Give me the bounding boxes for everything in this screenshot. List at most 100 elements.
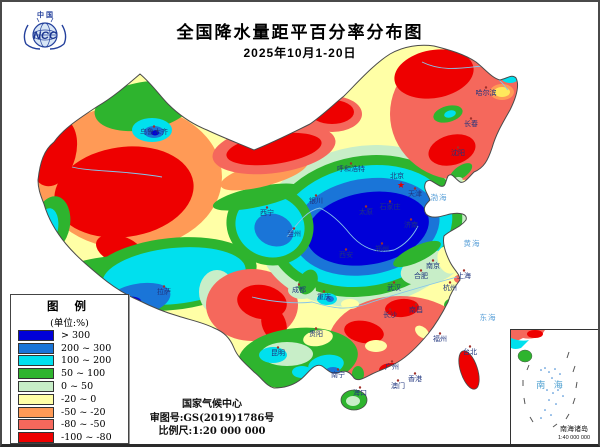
city-label: 拉萨 — [157, 287, 171, 296]
city-marker — [456, 146, 460, 149]
city-marker — [392, 281, 396, 284]
taiwan-island — [458, 350, 480, 390]
city-label: 贵阳 — [309, 329, 323, 338]
inset-sea-label: 南 海 — [536, 379, 566, 390]
city-marker — [322, 290, 326, 293]
credits-agency: 国家气候中心 — [182, 399, 242, 410]
city-label: 香港 — [408, 374, 422, 383]
city-label: 福州 — [433, 334, 447, 343]
city-label: 郑州 — [375, 245, 389, 253]
legend-swatch — [18, 393, 54, 405]
legend-label: -80 ~ -50 — [61, 419, 106, 431]
legend-row: 0 ~ 50 — [11, 380, 128, 393]
city-marker — [431, 259, 435, 262]
city-marker — [396, 379, 400, 382]
logo-wreath-left — [23, 24, 41, 50]
sea-label: 渤海 — [431, 192, 448, 202]
city-label: 长春 — [464, 119, 478, 128]
city-marker — [336, 368, 340, 371]
city-label: 西宁 — [260, 208, 274, 217]
legend-label: -50 ~ -20 — [61, 406, 106, 418]
city-label: 南宁 — [331, 370, 345, 379]
logo-country-label: 中 国 — [37, 10, 53, 19]
ncc-logo: 中 国 NCC — [23, 10, 67, 50]
page-title: 全国降水量距平百分率分布图 — [176, 23, 424, 42]
sea-label: 黄海 — [464, 238, 481, 248]
capital-label: 北京 — [390, 171, 404, 180]
legend-label: 50 ~ 100 — [61, 368, 106, 380]
legend-swatch — [18, 432, 54, 444]
capital-star-icon: ★ — [397, 180, 405, 190]
city-marker — [364, 205, 368, 208]
city-label: 哈尔滨 — [476, 88, 497, 97]
credits-scale: 比例尺:1:20 000 000 — [158, 426, 266, 437]
legend-label: 100 ~ 200 — [61, 355, 112, 367]
city-label: 石家庄 — [380, 202, 401, 211]
city-label: 广州 — [385, 362, 399, 371]
city-marker — [292, 227, 296, 230]
inset-dash-line — [522, 351, 578, 428]
city-marker — [265, 206, 269, 209]
legend-swatch — [18, 342, 54, 354]
city-marker — [388, 200, 392, 203]
city-label: 杭州 — [443, 283, 457, 292]
city-marker — [448, 281, 452, 284]
city-label: 西安 — [339, 250, 353, 259]
legend-swatch — [18, 381, 54, 393]
legend-unit: (单位:%) — [50, 318, 89, 329]
city-marker — [344, 248, 348, 251]
city-marker — [413, 372, 417, 375]
city-label: 南京 — [426, 261, 440, 270]
inset-islands-dots — [540, 367, 564, 419]
legend-swatch — [18, 406, 54, 418]
city-marker — [276, 346, 280, 349]
inset-scale-label: 1:40 000 000 — [558, 435, 590, 441]
region-tibet — [87, 237, 298, 342]
city-marker — [462, 269, 466, 272]
city-marker — [414, 303, 418, 306]
city-marker — [469, 117, 473, 120]
city-label: 成都 — [292, 285, 306, 294]
legend-row: > 300 — [11, 329, 128, 342]
city-label: 银川 — [309, 196, 323, 205]
city-marker — [162, 285, 166, 288]
city-marker — [390, 360, 394, 363]
hainan-island — [340, 389, 368, 411]
city-label: 上海 — [457, 271, 471, 280]
legend-title: 图 例 — [46, 299, 92, 313]
city-label: 太原 — [359, 207, 373, 216]
legend-row: 100 ~ 200 — [11, 355, 128, 368]
city-marker — [314, 194, 318, 197]
inset-coast — [511, 330, 545, 363]
city-marker — [349, 162, 353, 165]
city-label: 济南 — [404, 220, 418, 229]
legend-label: -100 ~ -80 — [61, 432, 112, 444]
city-marker — [388, 308, 392, 311]
legend-row: -20 ~ 0 — [11, 393, 128, 406]
city-marker — [314, 327, 318, 330]
city-label: 乌鲁木齐 — [140, 127, 168, 136]
legend-label: 0 ~ 50 — [61, 381, 94, 393]
legend-label: -20 ~ 0 — [61, 393, 97, 405]
inset-islands-label: 南海诸岛 — [560, 424, 588, 433]
legend-box: 图 例 (单位:%) > 300 200 ~ 300 100 ~ 200 50 ~ 1… — [10, 294, 129, 444]
china-border — [37, 44, 519, 389]
city-marker — [484, 86, 488, 89]
city-marker — [413, 187, 417, 190]
logo-acronym: NCC — [33, 30, 58, 42]
legend-row: -50 ~ -20 — [11, 406, 128, 419]
city-label: 呼和浩特 — [337, 164, 365, 173]
city-marker — [152, 125, 156, 128]
city-label: 长沙 — [383, 310, 397, 319]
legend-row: 200 ~ 300 — [11, 342, 128, 355]
legend-label: > 300 — [61, 329, 91, 341]
city-label: 昆明 — [271, 349, 285, 357]
city-label: 兰州 — [287, 229, 301, 238]
city-marker — [419, 269, 423, 272]
city-marker — [468, 345, 472, 348]
south-china-sea-inset: 南 海 南海诸岛 1:40 000 000 — [510, 329, 598, 444]
city-label: 重庆 — [317, 292, 331, 301]
